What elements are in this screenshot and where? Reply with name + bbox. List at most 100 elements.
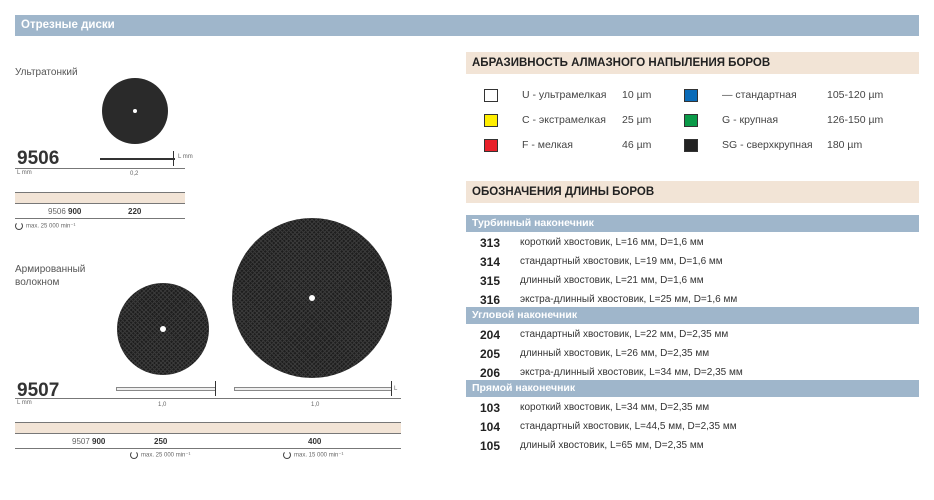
ultrathin-disc-image [102, 78, 168, 144]
beige-band [15, 192, 185, 204]
thickness-marker [391, 381, 392, 396]
bur-code: 104 [480, 419, 501, 434]
thickness-value-large: 1,0 [311, 402, 320, 408]
grit-color-swatch [684, 89, 698, 102]
reinforced-label: Армированный волокном [15, 263, 85, 289]
bur-code: 103 [480, 400, 501, 415]
bur-description: экстра-длинный хвостовик, L=25 мм, D=1,6… [520, 294, 738, 305]
article-number: 9506 900 [48, 207, 81, 216]
thickness-marker-label: L mm [178, 154, 193, 160]
grit-size: 10 µm [622, 89, 652, 101]
grit-label: C - экстрамелкая [522, 114, 606, 126]
grit-color-swatch [684, 114, 698, 127]
max-speed-text: max. 15 000 min⁻¹ [294, 452, 344, 459]
section-header-bar: Угловой наконечник [466, 307, 919, 324]
section-header-bar: Турбинный наконечник [466, 215, 919, 232]
section-header: Отрезные диски [15, 15, 919, 36]
grit-label: U - ультрамелкая [522, 89, 607, 101]
bur-description: стандартный хвостовик, L=22 мм, D=2,35 м… [520, 329, 729, 340]
bur-description: короткий хвостовик, L=16 мм, D=1,6 мм [520, 237, 704, 248]
divider [15, 448, 401, 449]
max-speed-text: max. 25 000 min⁻¹ [141, 452, 191, 459]
disc-size: 220 [128, 207, 142, 216]
reinforced-label-line1: Армированный [15, 264, 86, 275]
reinforced-disc-large-image [232, 218, 392, 378]
rotation-icon [15, 222, 23, 230]
bur-description: короткий хвостовик, L=34 мм, D=2,35 мм [520, 402, 710, 413]
max-speed-large: max. 15 000 min⁻¹ [283, 451, 344, 459]
table-row: 105 длиный хвостовик, L=65 мм, D=2,35 мм [480, 436, 704, 455]
grit-size: 46 µm [622, 139, 652, 151]
table-row: 314 стандартный хвостовик, L=19 мм, D=1,6… [480, 252, 723, 271]
grit-color-swatch [484, 114, 498, 127]
unit-label: L mm [17, 400, 32, 406]
lengths-title: ОБОЗНАЧЕНИЯ ДЛИНЫ БОРОВ [466, 181, 919, 203]
article-number: 9507 900 [72, 437, 105, 446]
article-suffix: 900 [92, 437, 106, 446]
grit-label: F - мелкая [522, 139, 573, 151]
thickness-profile-small [116, 387, 216, 391]
article-suffix: 900 [68, 207, 82, 216]
bur-code: 314 [480, 254, 501, 269]
rotation-icon [283, 451, 291, 459]
table-row: 103 короткий хвостовик, L=34 мм, D=2,35 м… [480, 398, 709, 417]
grit-color-swatch [684, 139, 698, 152]
table-row: 315 длинный хвостовик, L=21 мм, D=1,6 мм [480, 271, 704, 290]
bur-description: длинный хвостовик, L=21 мм, D=1,6 мм [520, 275, 704, 286]
table-row: 104 стандартный хвостовик, L=44,5 мм, D=2… [480, 417, 737, 436]
beige-band [15, 422, 401, 434]
product-code-9507: 9507 [17, 380, 60, 401]
divider [15, 218, 185, 219]
table-row: 204 стандартный хвостовик, L=22 мм, D=2,3… [480, 325, 728, 344]
grit-label: — стандартная [722, 89, 797, 101]
grit-size: 105-120 µm [827, 89, 884, 101]
bur-description: экстра-длинный хвостовик, L=34 мм, D=2,3… [520, 367, 743, 378]
grit-size: 180 µm [827, 139, 863, 151]
divider [15, 398, 401, 399]
thickness-marker [173, 151, 174, 166]
disc-size-large: 400 [308, 437, 322, 446]
table-row: 206 экстра-длинный хвостовик, L=34 мм, D=… [480, 363, 743, 382]
thickness-profile [100, 158, 175, 160]
bur-description: стандартный хвостовик, L=44,5 мм, D=2,35… [520, 421, 737, 432]
grit-size: 126-150 µm [827, 114, 884, 126]
section-header-bar: Прямой наконечник [466, 380, 919, 397]
bur-description: длиный хвостовик, L=65 мм, D=2,35 мм [520, 440, 704, 451]
grit-label: G - крупная [722, 114, 779, 126]
disc-size-small: 250 [154, 437, 168, 446]
thickness-profile-large [234, 387, 392, 391]
article-prefix: 9507 [72, 437, 90, 446]
bur-code: 315 [480, 273, 501, 288]
product-code-9506: 9506 [17, 148, 60, 169]
table-row: 205 длинный хвостовик, L=26 мм, D=2,35 мм [480, 344, 709, 363]
divider [15, 168, 185, 169]
bur-code: 313 [480, 235, 501, 250]
abrasiveness-title: АБРАЗИВНОСТЬ АЛМАЗНОГО НАПЫЛЕНИЯ БОРОВ [466, 52, 919, 74]
max-speed: max. 25 000 min⁻¹ [15, 222, 76, 230]
unit-label: L mm [17, 170, 32, 176]
bur-description: длинный хвостовик, L=26 мм, D=2,35 мм [520, 348, 710, 359]
rotation-icon [130, 451, 138, 459]
bur-code: 316 [480, 292, 501, 307]
bur-code: 205 [480, 346, 501, 361]
grit-color-swatch [484, 89, 498, 102]
table-row: 316 экстра-длинный хвостовик, L=25 мм, D=… [480, 290, 737, 309]
table-row: 313 короткий хвостовик, L=16 мм, D=1,6 мм [480, 233, 704, 252]
max-speed-text: max. 25 000 min⁻¹ [26, 223, 76, 230]
reinforced-disc-small-image [117, 283, 209, 375]
thickness-value-small: 1,0 [158, 402, 167, 408]
article-prefix: 9506 [48, 207, 66, 216]
bur-code: 206 [480, 365, 501, 380]
max-speed-small: max. 25 000 min⁻¹ [130, 451, 191, 459]
bur-code: 105 [480, 438, 501, 453]
bur-description: стандартный хвостовик, L=19 мм, D=1,6 мм [520, 256, 723, 267]
thickness-value: 0,2 [130, 171, 139, 177]
grit-color-swatch [484, 139, 498, 152]
thickness-marker-label: L [394, 386, 398, 392]
grit-label: SG - сверхкрупная [722, 139, 813, 151]
thickness-marker [215, 381, 216, 396]
grit-size: 25 µm [622, 114, 652, 126]
bur-code: 204 [480, 327, 501, 342]
ultrathin-label: Ультратонкий [15, 67, 78, 78]
reinforced-label-line2: волокном [15, 277, 60, 288]
